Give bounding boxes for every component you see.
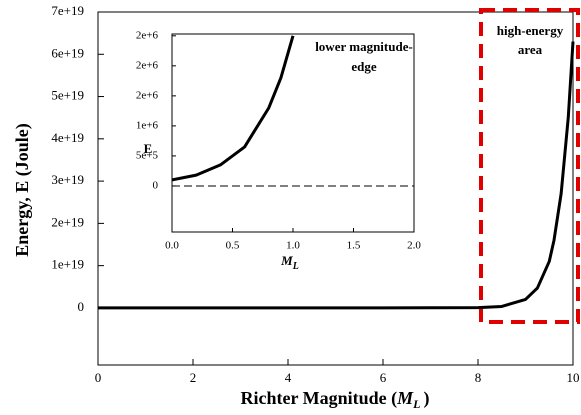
y-tick-label: 5e+19 (51, 88, 84, 103)
inset-x-label: ML (280, 253, 299, 272)
plot-frame (97, 11, 574, 366)
highlight-box (479, 8, 580, 324)
inset-y-label: E (144, 141, 153, 156)
series-line (98, 41, 575, 310)
y-tick-label: 1e+19 (51, 257, 84, 272)
series-line (172, 35, 295, 182)
x-tick-label: 2.0 (407, 240, 421, 252)
y-tick-label: 0 (78, 299, 85, 314)
x-tick-label: 0 (95, 370, 102, 385)
x-tick-label: 1.5 (347, 240, 361, 252)
y-tick-label: 1e+6 (136, 119, 159, 131)
inset-annotation: lower magnitude- (315, 39, 413, 54)
y-tick-label: 2e+6 (136, 29, 159, 41)
x-tick-label: 10 (567, 370, 580, 385)
y-tick-label: 7e+19 (51, 3, 84, 18)
y-axis-label: Energy, E (Joule) (12, 123, 33, 257)
x-axis-label: Richter Magnitude (ML) (240, 388, 429, 411)
x-tick-label: 0.5 (226, 240, 240, 252)
x-tick-label: 4 (285, 370, 292, 385)
inset-annotation: edge (351, 59, 377, 74)
x-tick-label: 6 (380, 370, 387, 385)
x-tick-label: 1.0 (286, 240, 300, 252)
y-tick-label: 2e+6 (136, 89, 159, 101)
inset-x-var: M (280, 253, 293, 268)
y-tick-label: 3e+19 (51, 172, 84, 187)
annotation: area (518, 42, 543, 57)
x-tick-label: 0.0 (165, 240, 179, 252)
x-tick-label: 2 (190, 370, 197, 385)
y-tick-label: 6e+19 (51, 45, 84, 60)
y-tick-label: 2e+6 (136, 59, 159, 71)
annotation: high-energy (497, 23, 564, 38)
y-tick-label: 2e+19 (51, 214, 84, 229)
x-label-var: M (396, 388, 414, 408)
x-label-text: Richter Magnitude ( (240, 388, 397, 409)
inset-frame (171, 33, 415, 233)
y-tick-label: 4e+19 (51, 130, 84, 145)
x-label-close: ) (424, 388, 430, 409)
x-label-sub: L (412, 397, 420, 411)
x-tick-label: 8 (475, 370, 482, 385)
y-tick-label: 0 (153, 179, 159, 191)
y-tick-label: 5e+5 (136, 149, 159, 161)
inset-x-sub: L (292, 261, 299, 272)
